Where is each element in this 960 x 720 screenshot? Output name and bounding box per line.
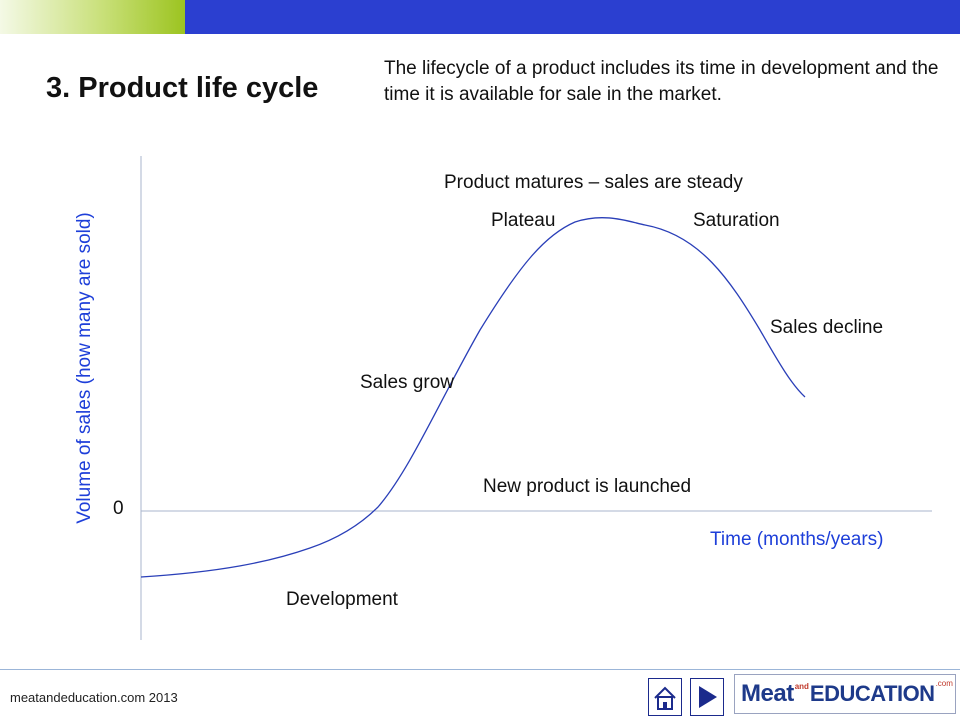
slide-title: 3. Product life cycle (46, 72, 319, 104)
growth-label: Sales grow (360, 372, 454, 393)
brand-and: and (794, 681, 809, 691)
brand-meat: Meat (741, 680, 794, 707)
y-axis-label: Volume of sales (how many are sold) (74, 212, 95, 524)
next-arrow-icon (699, 686, 717, 708)
banner-green-bar (0, 0, 185, 34)
top-banner (0, 0, 960, 34)
saturation-label: Saturation (693, 210, 780, 231)
brand-education: EDUCATION (809, 681, 935, 706)
next-button[interactable] (690, 678, 724, 716)
home-icon (654, 686, 676, 710)
plateau-label: Plateau (491, 210, 556, 231)
x-axis-label: Time (months/years) (710, 529, 884, 550)
footer-credit: meatandeducation.com 2013 (10, 690, 178, 705)
footer-divider (0, 669, 960, 670)
intro-text: The lifecycle of a product includes its … (384, 58, 939, 105)
maturity-label: Product matures – sales are steady (444, 172, 743, 193)
zero-label: 0 (113, 498, 124, 519)
decline-label: Sales decline (770, 317, 884, 338)
life-cycle-curve (140, 217, 806, 578)
brand-logo: Meat and EDUCATION .com (734, 674, 956, 714)
brand-com: .com (935, 678, 953, 688)
banner-blue-bar (185, 0, 960, 34)
home-button[interactable] (648, 678, 682, 716)
launch-label: New product is launched (483, 476, 692, 497)
development-label: Development (286, 589, 398, 610)
